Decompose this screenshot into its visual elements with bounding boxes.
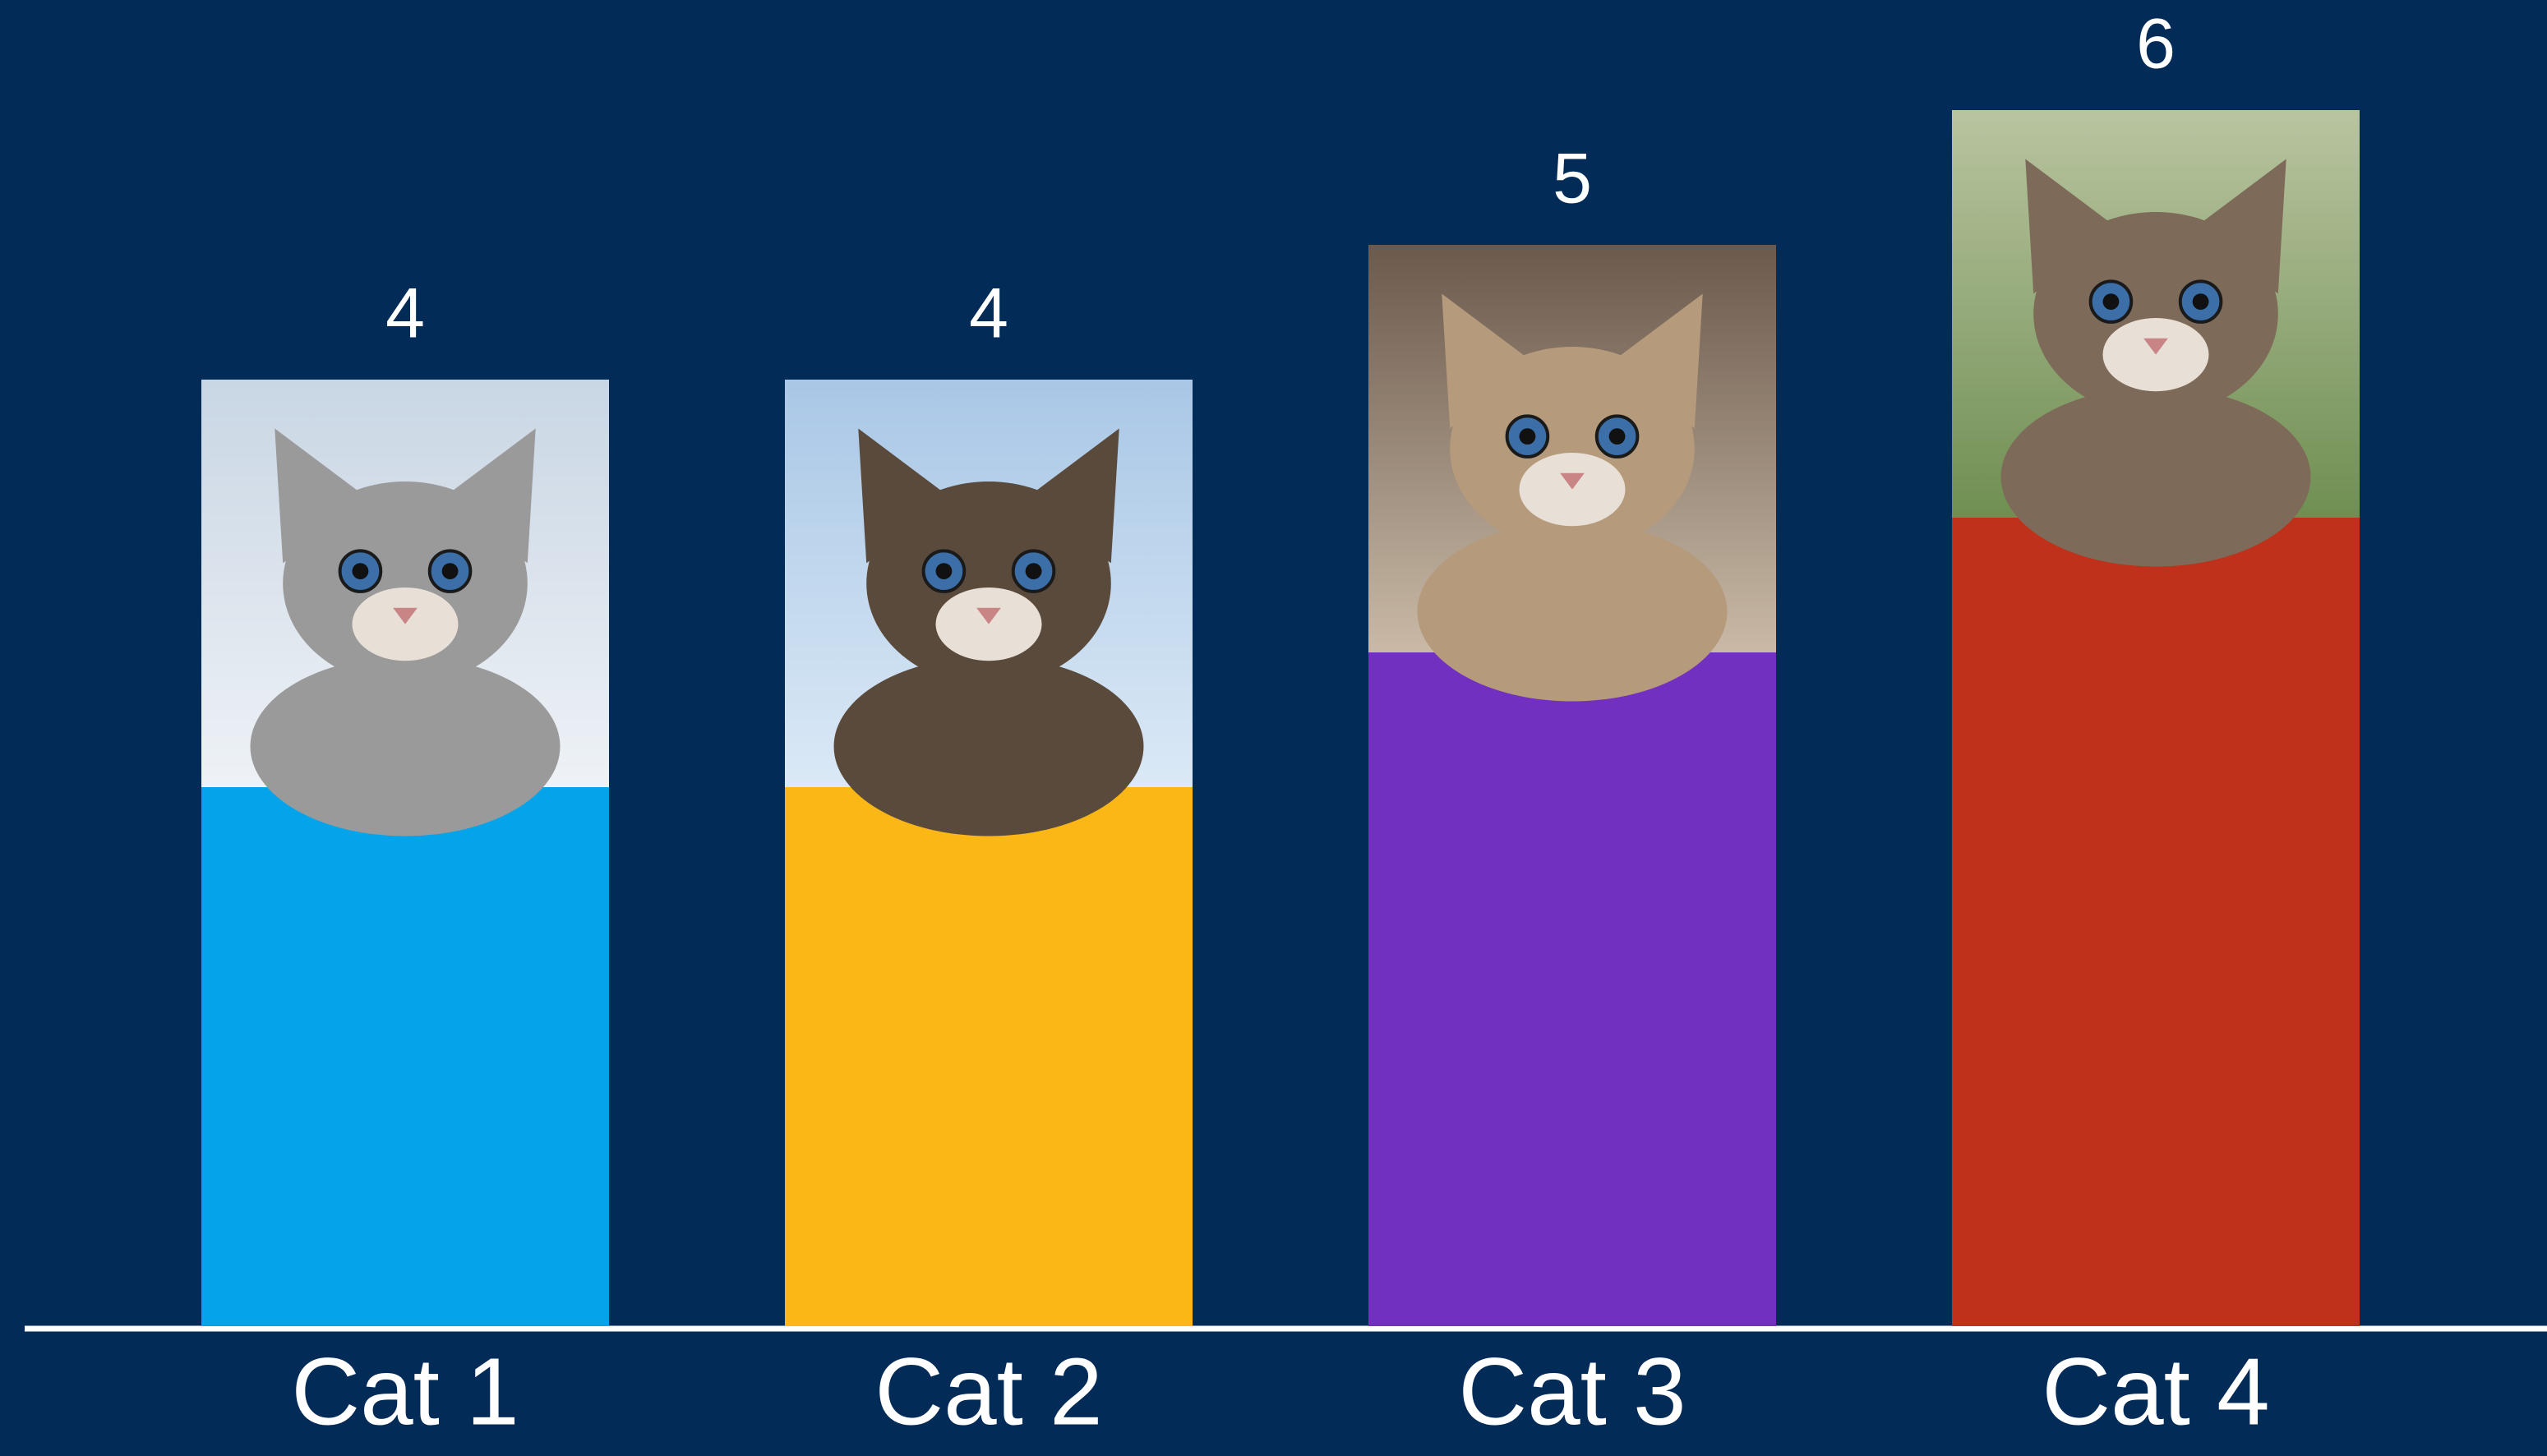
- x-tick-label: Cat 4: [2042, 1339, 2269, 1445]
- page: {"chart_data": {"type": "bar", "categori…: [0, 0, 2547, 1456]
- kitten-pupil: [1609, 428, 1626, 445]
- bar: [201, 787, 609, 1326]
- kitten-pupil: [1520, 428, 1536, 445]
- kitten-pupil: [1026, 563, 1042, 579]
- kitten-muzzle: [2103, 318, 2209, 391]
- value-label: 5: [1553, 140, 1592, 219]
- bar: [785, 787, 1193, 1326]
- kitten-pupil: [442, 563, 459, 579]
- kitten-photo: [1952, 110, 2360, 567]
- kitten-photo: [785, 380, 1193, 836]
- kitten-pupil: [936, 563, 953, 579]
- x-tick-label: Cat 3: [1458, 1339, 1686, 1445]
- bar: [1952, 518, 2360, 1326]
- kitten-pupil: [2193, 293, 2209, 310]
- value-label: 4: [385, 274, 425, 353]
- kitten-photo: [1368, 245, 1776, 702]
- kitten-pupil: [2103, 293, 2120, 310]
- chart: Cat 1 4 Cat 2 4 Cat 3 5 Cat 4 6: [0, 0, 2547, 1456]
- value-label: 4: [969, 274, 1008, 353]
- x-tick-label: Cat 2: [874, 1339, 1102, 1445]
- kitten-pupil: [353, 563, 369, 579]
- bar: [1368, 652, 1776, 1326]
- kitten-photo: [201, 380, 609, 836]
- value-label: 6: [2136, 5, 2176, 84]
- x-tick-label: Cat 1: [291, 1339, 519, 1445]
